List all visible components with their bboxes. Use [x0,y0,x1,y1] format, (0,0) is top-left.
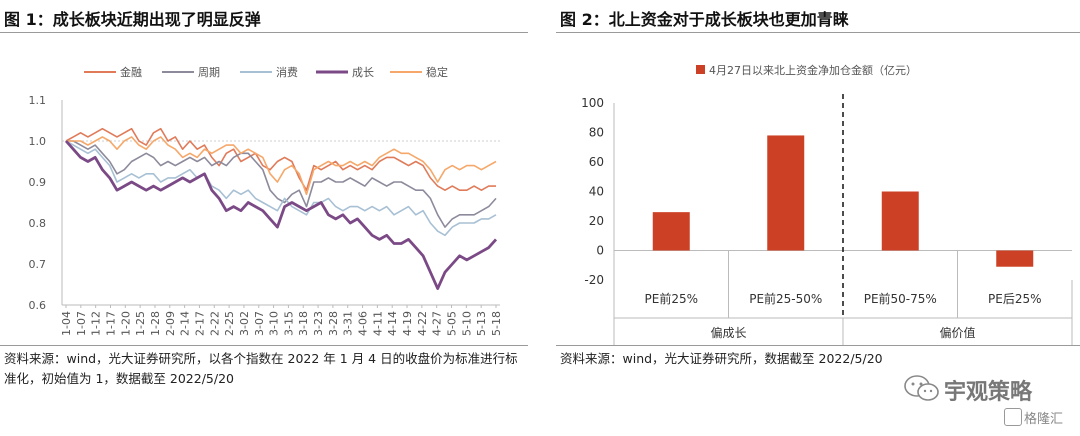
x-tick-label: 5-10 [460,311,473,336]
legend-label-0: 金融 [120,65,142,79]
category-label-3: PE后25% [988,292,1042,306]
y-tick-label: 0.6 [29,299,47,312]
y-tick-label: 0.8 [29,217,47,230]
x-tick-label: 3-31 [342,311,355,336]
x-tick-label: 4-11 [371,311,384,336]
x-tick-label: 4-22 [416,311,429,336]
watermark-badge: 格隆汇 [1024,412,1064,427]
x-tick-label: 3-02 [238,311,251,336]
x-tick-label: 5-18 [490,311,503,336]
figure-2-title: 图 2：北上资金对于成长板块也更加青睐 [560,10,849,29]
x-tick-label: 5-13 [475,311,488,336]
x-tick-label: 2-25 [223,311,236,336]
figure-2-source: 资料来源：wind，光大证券研究所，数据截至 2022/5/20 [560,351,883,366]
group-label-1: 偏价值 [939,325,975,340]
y-tick-label: 0.9 [29,176,47,189]
y-tick-label: 0.7 [29,258,47,271]
y-tick-label: 0 [596,244,604,258]
x-tick-label: 1-07 [75,311,88,336]
y-tick-label: 20 [589,214,604,228]
gelonghui-logo-icon [1004,408,1022,426]
figure-1-source: 资料来源：wind，光大证券研究所，以各个指数在 2022 年 1 月 4 日的… [4,351,518,386]
figure-2-panel: 图 2：北上资金对于成长板块也更加青睐 4月27日以来北上资金净加仓金额（亿元）… [556,0,1080,400]
watermark: 宇观策略 格隆汇 [900,370,1078,432]
x-tick-label: 1-12 [90,311,103,336]
bar-2 [881,191,919,251]
x-tick-label: 3-15 [282,311,295,336]
group-label-0: 偏成长 [710,325,746,340]
figure-1-top-rule [0,32,528,33]
legend-label-1: 周期 [198,66,220,79]
y-tick-label: 40 [589,185,604,199]
figure-1-bottom-rule [0,345,528,346]
x-tick-label: 2-17 [193,311,206,336]
bar-3 [996,250,1034,267]
legend-label-4: 稳定 [426,65,448,79]
x-tick-label: 1-20 [119,311,132,336]
x-tick-label: 5-05 [446,311,459,336]
x-tick-label: 1-28 [149,311,162,336]
x-tick-label: 2-22 [208,311,221,336]
category-label-1: PE前25-50% [749,291,822,306]
series-line-4 [66,136,497,196]
y-tick-label: 100 [581,96,604,110]
legend-label: 4月27日以来北上资金净加仓金额（亿元） [709,63,917,77]
x-tick-label: 1-25 [134,311,147,336]
x-tick-label: 4-06 [357,311,370,336]
bar-1 [767,135,805,251]
figure-2-bottom-rule [556,345,1080,346]
figure-1-panel: 图 1：成长板块近期出现了明显反弹 金融 周期 消费 成长 稳定 0.6 0.7 0.8 0.9… [0,0,528,400]
series-line-2 [65,140,497,237]
x-tick-label: 3-28 [327,311,340,336]
series-line-0 [65,127,496,191]
wechat-icon [904,375,939,401]
legend-label-3: 成长 [352,66,374,79]
category-label-0: PE前25% [645,291,699,306]
bar-chart: 4月27日以来北上资金净加仓金额（亿元） -20 0 20 40 60 80 100 PE前25… [581,63,1073,345]
figure-2-top-rule [556,32,1080,33]
watermark-text: 宇观策略 [944,380,1033,405]
line-chart: 金融 周期 消费 成长 稳定 0.6 0.7 0.8 0.9 1.0 1.1 1-04 1-07 1-12… [29,65,504,336]
category-label-2: PE前50-75% [864,291,937,306]
series-line-3 [64,140,498,291]
x-tick-label: 1-17 [104,311,117,336]
y-tick-label: 80 [589,126,604,140]
y-tick-label: 1.1 [29,94,47,107]
y-tick-label: 60 [589,155,604,169]
legend-swatch [696,65,705,74]
y-tick-label: 1.0 [29,135,47,148]
x-tick-label: 3-23 [312,311,325,336]
figure-1-title: 图 1：成长板块近期出现了明显反弹 [4,10,261,29]
x-tick-label: 3-10 [268,311,281,336]
x-tick-label: 3-18 [297,311,310,336]
x-tick-label: 4-19 [401,311,414,336]
series-line-1 [66,140,497,228]
bar-0 [652,212,690,251]
x-tick-label: 2-09 [164,311,177,336]
y-tick-label: -20 [584,273,604,287]
x-tick-label: 2-14 [179,311,192,336]
x-tick-label: 3-07 [253,311,266,336]
legend-label-2: 消费 [276,65,298,79]
x-tick-label: 4-14 [386,311,399,336]
x-tick-label: 1-04 [60,311,73,336]
x-tick-label: 4-27 [431,311,444,336]
